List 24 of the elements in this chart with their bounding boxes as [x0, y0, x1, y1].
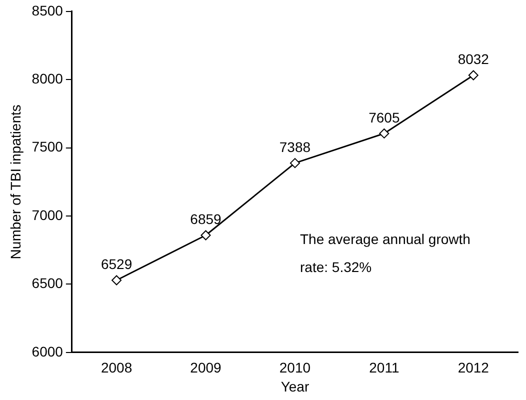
data-label: 7388: [279, 138, 311, 155]
point: [200, 230, 211, 240]
x-axis-title: Year: [280, 378, 310, 394]
y-tick-label: 8500: [32, 2, 64, 18]
y-tick-label: 6000: [32, 343, 64, 360]
data-label: 8032: [458, 51, 490, 68]
data-label: 6529: [100, 256, 132, 272]
x-tick-label: 2012: [458, 360, 490, 376]
y-axis-title: Number of TBI inpatients: [7, 104, 24, 260]
point: [379, 128, 390, 138]
y-tick-label: 8000: [32, 70, 64, 86]
y-tick-label: 7500: [32, 138, 64, 155]
point: [468, 70, 478, 80]
data-label: 7605: [368, 109, 400, 126]
x-tick-label: 2008: [100, 360, 132, 376]
point: [112, 275, 122, 286]
y-tick-label: 6500: [32, 275, 64, 292]
x-tick-label: 2010: [279, 360, 311, 376]
annotation: The average annual growth rate: 5.32%: [300, 230, 472, 277]
x-tick-label: 2011: [369, 360, 400, 376]
data-label: 6859: [190, 211, 222, 228]
x-tick-label: 2009: [190, 360, 222, 376]
point: [290, 158, 300, 168]
y-tick-label: 7000: [32, 206, 64, 223]
